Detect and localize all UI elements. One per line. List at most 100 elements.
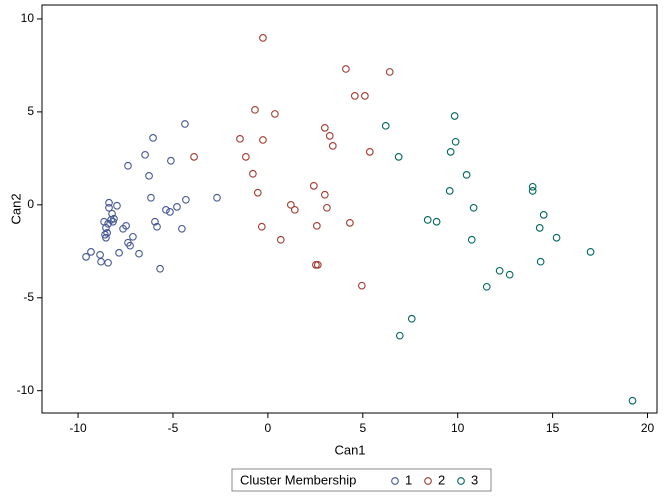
point [450,112,459,120]
point [385,68,394,76]
point [151,217,159,226]
point [482,282,491,291]
point [87,247,95,256]
point [166,208,174,216]
y-tick-label: -10 [17,383,35,397]
point [129,232,137,241]
point [467,235,476,244]
point [149,134,157,142]
point [323,203,331,212]
point [141,150,149,159]
point [181,120,189,128]
point [309,182,318,190]
point [135,249,143,258]
point [259,34,267,42]
point [153,222,161,231]
point [539,211,548,219]
point [313,261,322,269]
point [242,153,250,161]
plot-frame [41,4,658,414]
point [126,241,134,250]
x-tick-label: 20 [641,421,655,435]
point [505,270,514,279]
point [586,247,595,256]
point [257,222,266,231]
point [182,195,190,204]
point [552,233,561,242]
point [361,92,369,100]
point [328,142,337,150]
point [124,161,132,170]
point [313,221,321,230]
point [213,193,221,202]
point [113,201,121,210]
x-tick-label: 0 [265,421,272,435]
x-tick-label: 10 [451,421,465,435]
point [350,92,359,100]
point [628,396,637,405]
point [82,253,90,261]
point [104,219,112,228]
point [320,124,329,132]
point [97,257,105,266]
point [381,121,390,130]
point [407,314,416,323]
legend-marker [457,477,465,485]
point [145,171,153,180]
point [109,217,117,226]
point [147,193,155,202]
y-tick-label: 5 [27,104,34,118]
y-tick-label: -5 [23,290,34,304]
y-tick-label: 10 [21,11,35,25]
point [286,200,295,209]
point [115,248,123,257]
point [451,137,460,146]
point [104,258,112,267]
x-tick-label: 15 [546,421,560,435]
point [236,134,244,143]
point [395,331,404,340]
point [105,198,113,207]
legend-title: Cluster Membership [240,472,356,487]
point [446,147,455,156]
legend-label: 3 [471,472,478,487]
point [536,257,545,266]
point [423,216,432,224]
point [462,171,471,179]
legend-marker [391,477,399,485]
point [259,136,267,144]
x-tick-label: 5 [359,421,366,435]
legend-label: 2 [438,472,445,487]
point [103,229,111,237]
point [469,203,478,212]
x-tick-label: -5 [168,421,179,435]
point [249,169,257,178]
point [495,266,504,275]
point [320,190,329,199]
legend-frame [231,468,492,492]
legend-marker [424,477,432,485]
point [251,105,259,114]
y-axis-title: Can2 [8,193,23,224]
point [162,205,170,214]
x-tick-label: -10 [69,421,87,435]
point [357,281,366,290]
point [122,221,130,230]
point [156,264,164,273]
point [528,182,537,191]
point [253,188,262,197]
point [102,233,110,242]
point [178,224,186,233]
point [346,218,354,227]
point [535,224,544,232]
point [173,203,181,211]
point [290,205,299,214]
point [365,147,374,156]
point [325,132,334,140]
point [342,65,350,73]
point [190,153,198,161]
x-axis-title: Can1 [334,442,365,457]
point [105,203,113,212]
